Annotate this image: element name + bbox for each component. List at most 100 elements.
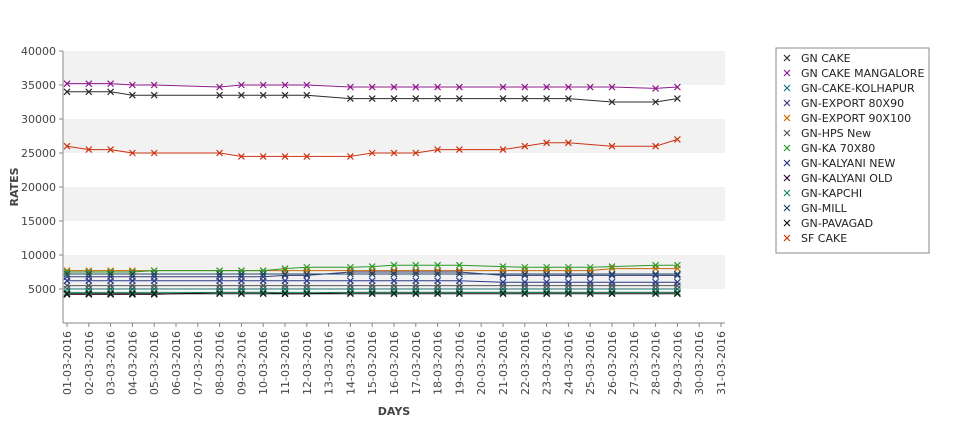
data-point-cross	[455, 146, 463, 154]
data-point	[499, 290, 507, 298]
data-point-cross	[499, 146, 507, 154]
data-point	[368, 149, 376, 157]
x-tick-label: 07-03-2016	[192, 331, 205, 395]
data-point	[412, 149, 420, 157]
data-point-cross	[608, 270, 616, 278]
data-point	[543, 288, 551, 296]
data-point	[107, 277, 115, 285]
data-point	[586, 288, 594, 296]
data-point-cross	[652, 290, 660, 298]
data-point	[608, 288, 616, 296]
data-point	[608, 278, 616, 286]
data-point	[85, 290, 93, 298]
legend-label: GN-EXPORT 90X100	[801, 112, 911, 125]
data-point	[673, 135, 681, 143]
data-point-cross	[673, 83, 681, 91]
grid-band	[63, 153, 725, 187]
data-point-cross	[281, 288, 289, 296]
data-point	[346, 288, 354, 296]
data-point	[346, 83, 354, 91]
data-point-cross	[150, 290, 158, 298]
legend-marker	[783, 174, 791, 182]
legend-item: GN-KAPCHI	[783, 187, 862, 200]
data-point-cross	[303, 152, 311, 160]
data-point-cross	[412, 288, 420, 296]
data-point	[434, 288, 442, 296]
data-point-cross	[499, 278, 507, 286]
data-point-cross	[434, 83, 442, 91]
x-axis-title: DAYS	[378, 405, 411, 418]
data-point	[368, 270, 376, 278]
data-point-cross	[107, 146, 115, 154]
data-point	[434, 146, 442, 154]
data-point-cross	[107, 290, 115, 298]
data-point-cross	[652, 84, 660, 92]
data-point	[303, 270, 311, 278]
data-point-cross	[412, 261, 420, 269]
data-point-cross	[543, 288, 551, 296]
data-point-cross	[128, 268, 136, 276]
legend-item: GN-MILL	[783, 202, 848, 215]
data-point	[128, 277, 136, 285]
data-point	[543, 263, 551, 271]
x-tick-label: 12-03-2016	[301, 331, 314, 395]
data-point	[303, 91, 311, 99]
data-point	[455, 270, 463, 278]
data-point	[85, 146, 93, 154]
data-point-cross	[107, 288, 115, 296]
y-tick-label: 10000	[21, 249, 56, 262]
data-point-cross	[128, 277, 136, 285]
data-point-cross	[368, 290, 376, 298]
data-point-cross	[543, 139, 551, 147]
data-point-cross	[608, 271, 616, 279]
data-point	[608, 270, 616, 278]
y-tick-label: 20000	[21, 181, 56, 194]
data-point	[521, 288, 529, 296]
data-point	[412, 95, 420, 103]
data-point-cross	[608, 290, 616, 298]
data-point	[564, 139, 572, 147]
data-point-cross	[85, 288, 93, 296]
data-point	[303, 81, 311, 89]
x-tick-label: 20-03-2016	[475, 331, 488, 395]
x-tick-label: 22-03-2016	[519, 331, 532, 395]
data-point-cross	[128, 290, 136, 298]
y-tick-label: 25000	[21, 147, 56, 160]
data-point	[390, 288, 398, 296]
x-tick-label: 08-03-2016	[214, 331, 227, 395]
data-point	[564, 288, 572, 296]
legend-label: GN-HPS New	[801, 127, 871, 140]
data-point-cross	[434, 146, 442, 154]
data-point	[85, 277, 93, 285]
data-point	[216, 270, 224, 278]
data-point	[216, 288, 224, 296]
data-point	[368, 290, 376, 298]
data-point	[390, 95, 398, 103]
x-tick-label: 27-03-2016	[628, 331, 641, 395]
data-point-cross	[303, 288, 311, 296]
data-point	[586, 290, 594, 298]
data-point-cross	[390, 95, 398, 103]
data-point-cross	[237, 270, 245, 278]
data-point	[281, 265, 289, 273]
data-point-cross	[390, 288, 398, 296]
data-point-cross	[652, 270, 660, 278]
data-point	[128, 288, 136, 296]
data-point	[216, 290, 224, 298]
data-point-cross	[128, 288, 136, 296]
data-point	[543, 83, 551, 91]
data-point-cross	[303, 277, 311, 285]
legend-marker	[783, 234, 791, 242]
data-point	[455, 146, 463, 154]
data-point-cross	[281, 270, 289, 278]
data-point-cross	[564, 139, 572, 147]
data-point	[259, 152, 267, 160]
data-point	[434, 95, 442, 103]
data-point	[652, 288, 660, 296]
x-tick-label: 06-03-2016	[170, 331, 183, 395]
data-point-cross	[673, 261, 681, 269]
data-point-cross	[237, 81, 245, 89]
data-point	[281, 270, 289, 278]
